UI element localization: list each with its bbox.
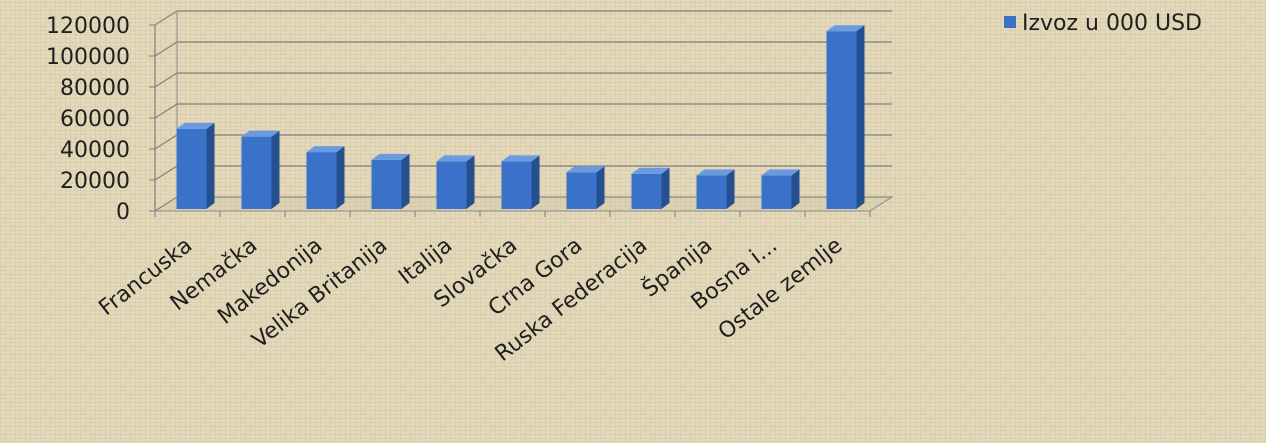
bar-side: [596, 166, 605, 209]
bar: [306, 146, 345, 209]
bar-side: [856, 25, 865, 210]
bar: [436, 155, 475, 209]
legend-label: Izvoz u 000 USD: [1022, 11, 1202, 36]
bars: [176, 25, 865, 210]
bar-front: [566, 172, 597, 209]
legend: Izvoz u 000 USD: [1004, 11, 1202, 36]
bar-side: [466, 155, 475, 209]
bar: [631, 167, 670, 209]
y-tick-label: 60000: [60, 107, 130, 132]
bar-front: [176, 128, 207, 209]
legend-swatch-icon: [1004, 16, 1016, 28]
bar: [696, 169, 735, 209]
y-tick-label: 100000: [46, 45, 130, 70]
gridlines: [154, 10, 892, 212]
bar-side: [531, 155, 540, 209]
bar: [371, 153, 410, 209]
y-tick-label: 40000: [60, 138, 130, 163]
bar: [241, 130, 280, 209]
y-tick-label: 20000: [60, 169, 130, 194]
bar-front: [696, 175, 727, 209]
bar-top: [761, 169, 800, 176]
bar: [176, 122, 215, 209]
gridline-depth: [154, 103, 178, 119]
bar-front: [241, 136, 272, 209]
bar-front: [631, 173, 662, 209]
bar-top: [566, 166, 605, 173]
gridline-depth: [154, 134, 178, 150]
bar-top: [371, 153, 410, 160]
y-tick-label: 0: [116, 200, 130, 225]
y-tick-label: 120000: [46, 14, 130, 39]
bar-top: [696, 169, 735, 176]
y-tick-label: 80000: [60, 76, 130, 101]
bar-top: [176, 122, 215, 129]
gridline-depth: [154, 41, 178, 57]
bar: [761, 169, 800, 209]
bar-side: [791, 169, 800, 209]
bar-side: [336, 146, 345, 209]
bar: [566, 166, 605, 209]
bar-front: [501, 161, 532, 209]
bar-top: [241, 130, 280, 137]
bar-front: [826, 31, 857, 210]
bar-side: [661, 167, 670, 209]
bar-front: [761, 175, 792, 209]
bar: [826, 25, 865, 210]
bar-top: [436, 155, 475, 162]
bar-top: [631, 167, 670, 174]
y-axis-tick-labels: 0 20000 40000 60000 80000 100000 120000: [46, 14, 130, 225]
bar-side: [271, 130, 280, 209]
bar-top: [306, 146, 345, 153]
gridline-depth: [154, 165, 178, 181]
bar-side: [206, 122, 215, 209]
bar-front: [371, 159, 402, 209]
bar-side: [401, 153, 410, 209]
bar-front: [306, 152, 337, 209]
bar-front: [436, 161, 467, 209]
gridline-depth: [154, 72, 178, 88]
bar: [501, 155, 540, 209]
bar-side: [726, 169, 735, 209]
bar-top: [826, 25, 865, 32]
bar-top: [501, 155, 540, 162]
